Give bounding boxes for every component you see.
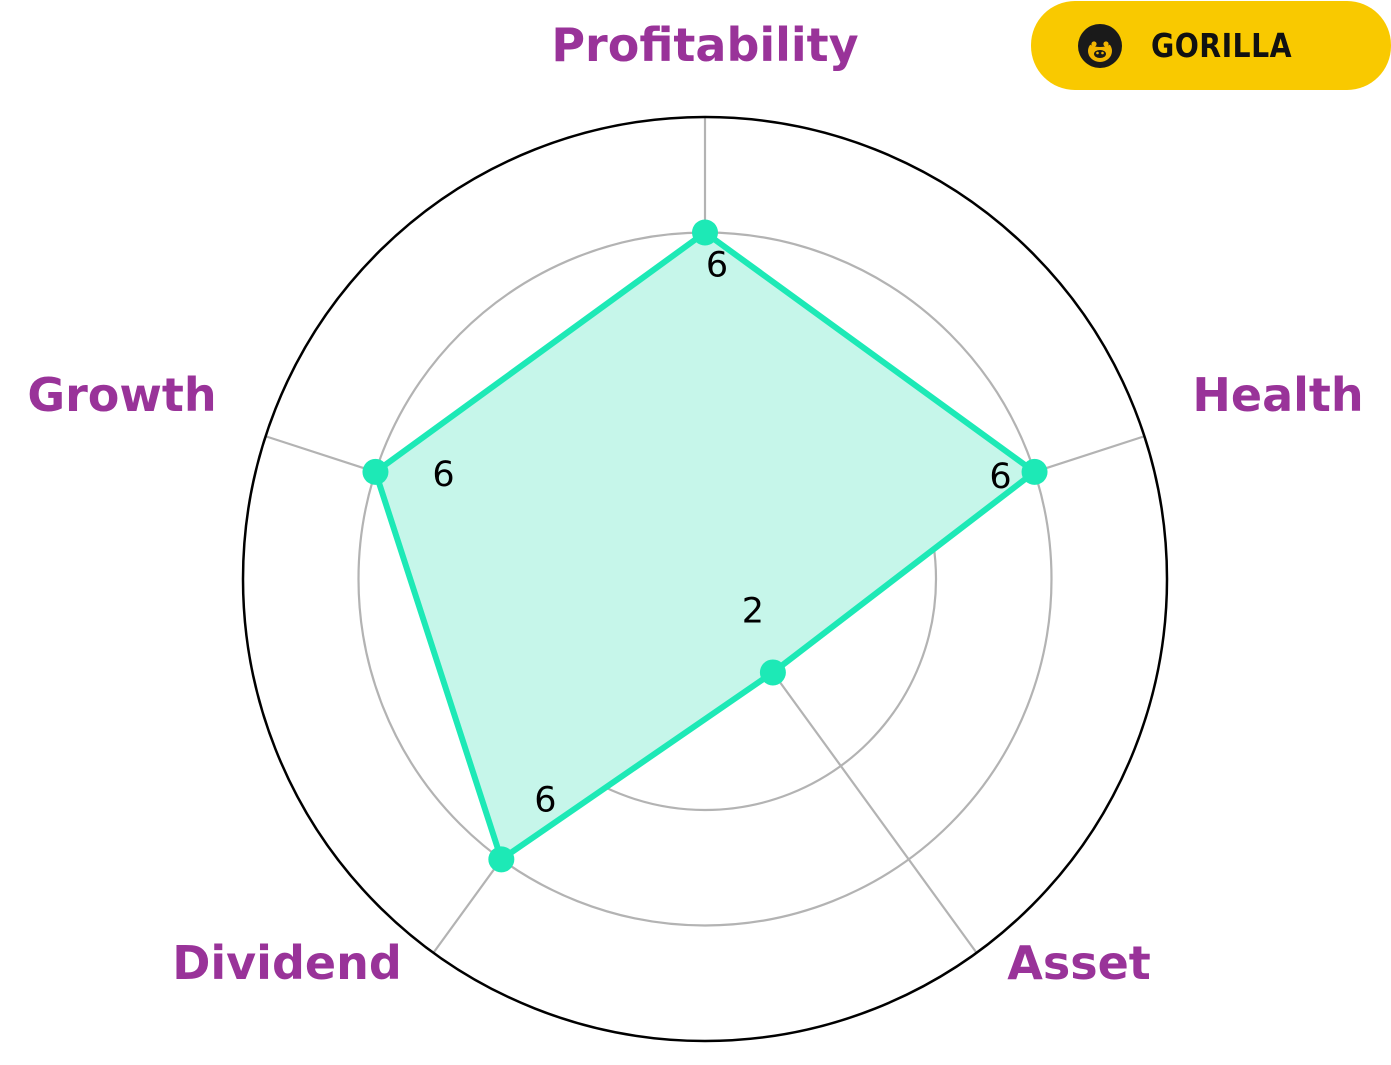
outer-frame xyxy=(241,115,1169,1043)
series-area xyxy=(375,232,1035,860)
label-layer: 6 6 2 6 6 Profitability Health Asset Dividend Gro… xyxy=(27,18,1363,990)
gorilla-face-icon xyxy=(1078,23,1122,68)
value-label: 6 xyxy=(706,246,728,286)
category-label: Growth xyxy=(27,368,216,422)
value-label: 6 xyxy=(534,780,556,820)
category-label: Dividend xyxy=(172,936,402,990)
category-label: Health xyxy=(1192,368,1363,422)
data-point xyxy=(1021,458,1048,485)
value-label: 2 xyxy=(742,591,764,631)
series-line xyxy=(372,229,1038,863)
series-layer xyxy=(362,219,1048,873)
data-point xyxy=(488,846,515,873)
data-point xyxy=(692,219,718,246)
data-point xyxy=(759,659,786,686)
brand-name: GORILLA xyxy=(1151,26,1292,65)
value-label: 6 xyxy=(432,455,454,495)
data-point xyxy=(362,458,389,485)
value-label: 6 xyxy=(989,457,1011,497)
category-label: Profitability xyxy=(551,18,858,72)
brand-badge: GORILLA xyxy=(1031,1,1391,90)
category-label: Asset xyxy=(1007,936,1151,990)
